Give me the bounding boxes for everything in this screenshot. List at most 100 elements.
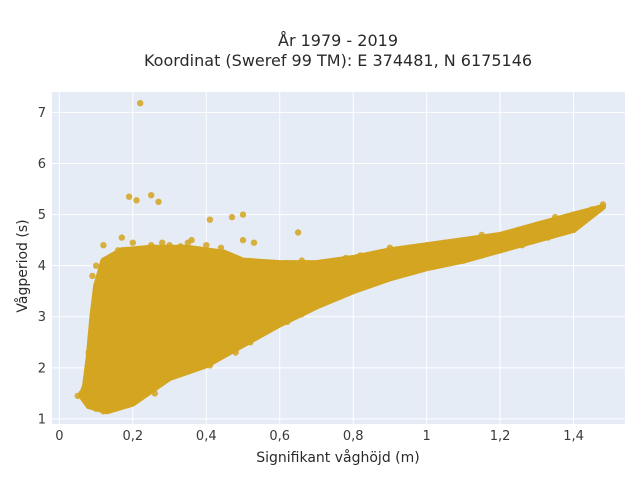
data-point: [92, 293, 100, 300]
x-tick-label: 0: [55, 429, 63, 444]
data-point: [441, 259, 449, 267]
data-point: [423, 262, 430, 269]
data-point: [89, 334, 96, 341]
data-point: [441, 239, 449, 246]
data-point: [313, 272, 320, 280]
chart-subtitle: Koordinat (Sweref 99 TM): E 374481, N 61…: [144, 51, 532, 70]
data-point: [114, 247, 122, 254]
data-point: [599, 201, 607, 208]
data-point: [129, 239, 136, 246]
data-point: [74, 392, 81, 400]
data-point: [515, 226, 522, 234]
data-point: [405, 244, 412, 251]
data-point: [125, 385, 133, 392]
data-point: [188, 364, 195, 371]
y-tick-label: 2: [38, 361, 46, 376]
data-point: [368, 277, 375, 285]
data-point: [188, 236, 195, 244]
data-point: [269, 277, 276, 285]
data-point: [405, 267, 412, 274]
data-point: [247, 288, 254, 295]
data-point: [570, 226, 577, 234]
data-point: [232, 349, 239, 356]
data-points: [74, 100, 607, 415]
data-point: [478, 252, 485, 259]
data-point: [372, 252, 379, 259]
y-tick-label: 7: [38, 106, 46, 121]
data-point: [129, 267, 136, 274]
data-point: [155, 288, 162, 295]
data-point: [239, 334, 247, 341]
data-point: [305, 293, 313, 300]
y-tick-label: 3: [38, 310, 46, 325]
data-point: [291, 277, 298, 285]
data-point: [100, 242, 107, 249]
x-axis-title: Signifikant våghöjd (m): [256, 449, 419, 466]
x-tick-label: 1,4: [563, 429, 584, 444]
data-point: [159, 364, 166, 371]
data-point: [155, 379, 162, 387]
data-point: [111, 402, 118, 410]
data-point: [563, 213, 570, 221]
data-point: [228, 213, 236, 221]
data-point: [148, 323, 155, 331]
data-point: [111, 282, 118, 290]
x-tick-label: 0,6: [269, 429, 290, 444]
data-point: [291, 300, 298, 308]
data-point: [214, 354, 221, 361]
data-point: [159, 239, 166, 246]
data-point: [107, 354, 115, 361]
x-tick-label: 1,2: [490, 429, 511, 444]
data-point: [81, 385, 89, 392]
data-point: [269, 323, 276, 331]
x-tick-label: 0,4: [196, 429, 217, 444]
data-point: [155, 198, 162, 205]
data-point: [276, 262, 283, 269]
data-point: [195, 359, 203, 366]
data-point: [522, 226, 529, 234]
data-point: [283, 318, 291, 325]
data-point: [283, 259, 291, 267]
data-point: [166, 372, 173, 379]
data-point: [122, 395, 129, 402]
data-point: [320, 282, 327, 290]
data-point: [96, 303, 104, 310]
data-point: [504, 234, 511, 241]
data-point: [298, 257, 305, 264]
y-tick-label: 1: [38, 412, 46, 427]
data-point: [89, 364, 96, 371]
data-point: [177, 369, 184, 377]
data-point: [386, 244, 394, 251]
data-point: [137, 354, 144, 361]
data-point: [467, 239, 474, 246]
data-point: [585, 208, 592, 216]
data-point: [552, 213, 559, 221]
data-point: [103, 400, 111, 407]
x-tick-label: 1: [423, 429, 431, 444]
data-point: [496, 231, 504, 239]
data-point: [460, 239, 467, 246]
data-point: [118, 234, 126, 241]
data-point: [85, 349, 92, 356]
data-point: [107, 257, 115, 264]
data-point: [239, 236, 247, 244]
data-point: [81, 392, 89, 400]
data-point: [103, 288, 111, 295]
data-point: [206, 362, 214, 369]
data-point: [181, 328, 188, 336]
y-tick-label: 5: [38, 208, 46, 223]
data-point: [140, 277, 147, 285]
y-tick-label: 4: [38, 259, 46, 274]
data-point: [228, 298, 236, 305]
x-axis-ticks: 0 0,2 0,4 0,6 0,8 1 1,2 1,4: [55, 429, 584, 444]
data-point: [133, 197, 140, 204]
x-tick-label: 0,8: [343, 429, 364, 444]
data-point: [137, 100, 144, 107]
data-point: [125, 193, 133, 200]
data-point: [386, 272, 394, 280]
data-point: [533, 221, 540, 228]
data-point: [357, 252, 364, 259]
data-point: [423, 242, 430, 249]
data-point: [258, 267, 265, 274]
y-tick-label: 6: [38, 157, 46, 172]
